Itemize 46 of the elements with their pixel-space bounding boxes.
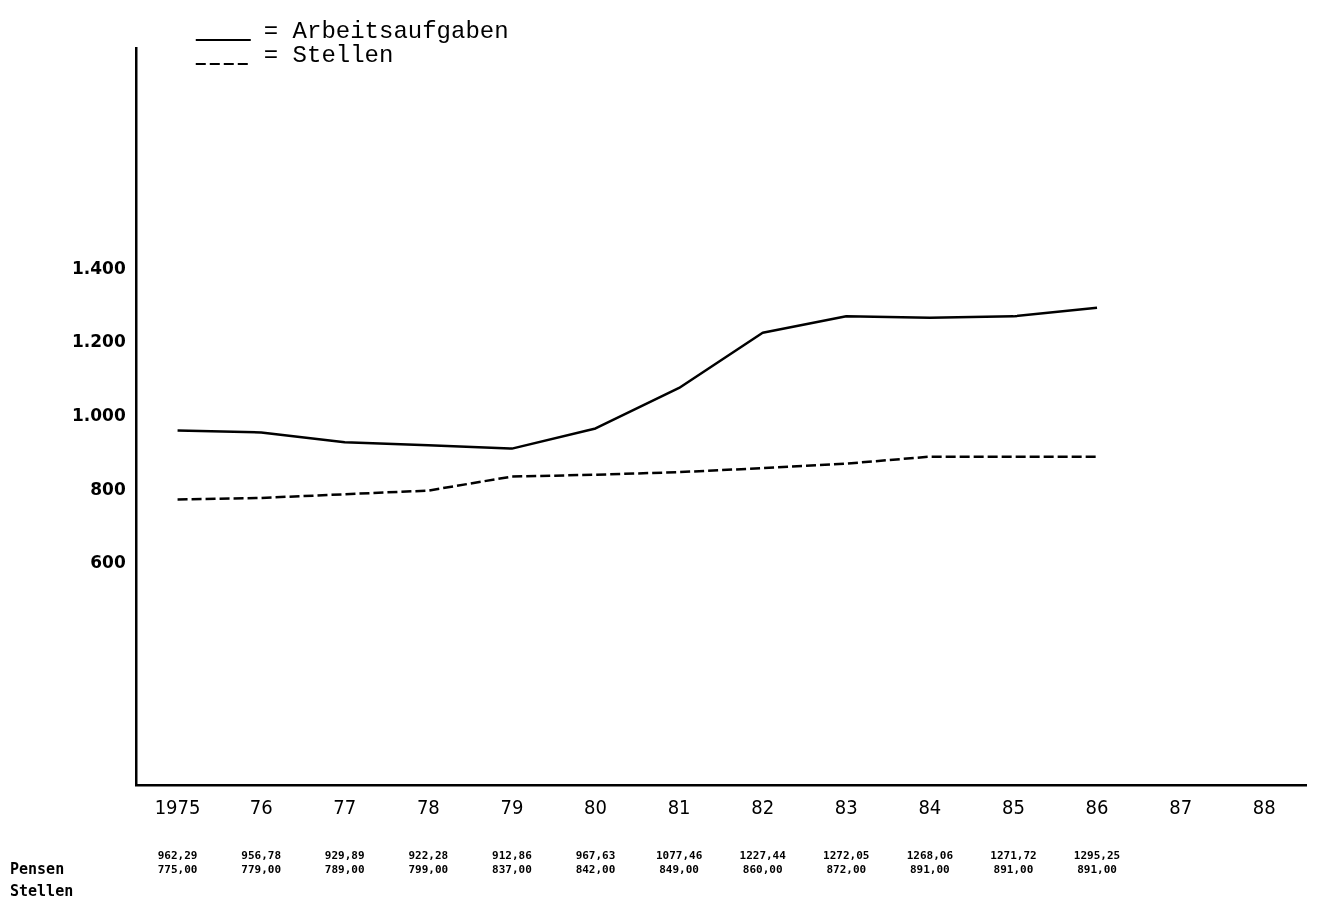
- y-tick-label: 1.200: [71, 331, 126, 352]
- data-label: 1295,25: [1073, 848, 1121, 862]
- x-tick-label: 85: [1002, 795, 1025, 820]
- y-tick-label: 600: [90, 552, 126, 573]
- x-tick-label: 82: [751, 795, 775, 820]
- x-tick-label: 77: [333, 795, 357, 820]
- data-label: 775,00: [157, 862, 198, 876]
- data-label: 799,00: [408, 862, 449, 876]
- x-tick-label: 84: [918, 795, 942, 820]
- x-tick-label: 80: [584, 795, 607, 820]
- data-label: 912,86: [492, 848, 533, 862]
- data-label: 1227,44: [739, 848, 787, 862]
- data-label: 967,63: [575, 848, 616, 862]
- data-label: 891,00: [1077, 862, 1117, 876]
- data-label: 922,28: [408, 848, 449, 862]
- x-tick-label: 81: [667, 795, 691, 820]
- data-label: 956,78: [241, 848, 282, 862]
- data-label: 837,00: [492, 862, 532, 876]
- y-tick-label: 800: [90, 478, 126, 499]
- x-tick-label: 76: [249, 795, 273, 820]
- data-label: 929,89: [324, 848, 365, 862]
- data-label: 1271,72: [990, 848, 1037, 862]
- x-tick-label: 87: [1169, 795, 1193, 820]
- data-label: 1077,46: [655, 848, 703, 862]
- x-tick-label: 78: [416, 795, 440, 820]
- x-tick-label: 1975: [154, 795, 201, 820]
- x-tick-label: 86: [1085, 795, 1109, 820]
- data-label: 872,00: [826, 862, 867, 876]
- text: Pensen: [10, 859, 65, 878]
- data-label: 842,00: [575, 862, 616, 876]
- data-label: 779,00: [241, 862, 282, 876]
- data-label: 860,00: [742, 862, 783, 876]
- data-label: 891,00: [909, 862, 950, 876]
- x-tick-label: 79: [500, 795, 524, 820]
- data-label: 962,29: [157, 848, 198, 862]
- data-label: 789,00: [324, 862, 365, 876]
- x-tick-label: 88: [1252, 795, 1276, 820]
- x-tick-label: 83: [834, 795, 858, 820]
- data-label: 1268,06: [906, 848, 954, 862]
- data-label: 849,00: [659, 862, 699, 876]
- y-tick-label: 1.400: [71, 257, 126, 278]
- data-label: 1272,05: [823, 848, 870, 862]
- y-tick-label: 1.000: [71, 404, 126, 425]
- data-label: 891,00: [993, 862, 1034, 876]
- text: Stellen: [10, 881, 74, 900]
- line-series: [176, 455, 1099, 501]
